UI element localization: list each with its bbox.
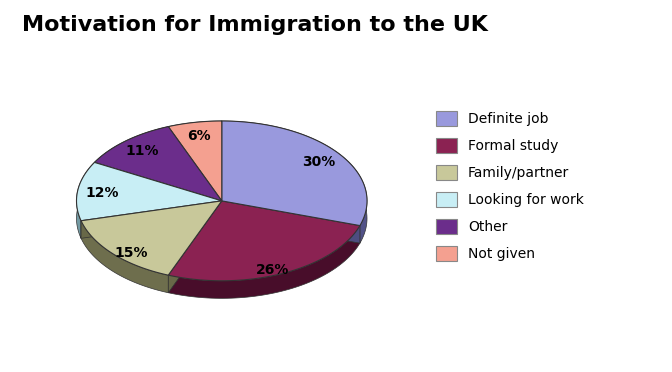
Polygon shape — [222, 201, 360, 243]
Text: Motivation for Immigration to the UK: Motivation for Immigration to the UK — [22, 15, 489, 35]
Polygon shape — [81, 201, 222, 238]
Polygon shape — [168, 121, 222, 201]
Polygon shape — [168, 126, 222, 218]
Text: 6%: 6% — [187, 129, 211, 143]
Polygon shape — [168, 121, 222, 144]
Legend: Definite job, Formal study, Family/partner, Looking for work, Other, Not given: Definite job, Formal study, Family/partn… — [430, 105, 589, 267]
Polygon shape — [81, 201, 222, 238]
Polygon shape — [95, 126, 168, 180]
Text: 12%: 12% — [86, 186, 119, 200]
Text: 15%: 15% — [115, 246, 149, 260]
Polygon shape — [77, 163, 222, 221]
Polygon shape — [222, 121, 367, 243]
Polygon shape — [168, 225, 360, 298]
Polygon shape — [95, 126, 222, 201]
Polygon shape — [222, 121, 367, 225]
Polygon shape — [168, 201, 222, 293]
Polygon shape — [222, 201, 360, 243]
Text: 26%: 26% — [256, 263, 290, 276]
Polygon shape — [81, 221, 168, 293]
Polygon shape — [95, 163, 222, 218]
Polygon shape — [77, 163, 95, 238]
Text: 30%: 30% — [302, 155, 336, 169]
Polygon shape — [168, 201, 360, 281]
Polygon shape — [168, 201, 222, 293]
Polygon shape — [168, 126, 222, 218]
Polygon shape — [81, 201, 222, 275]
Polygon shape — [95, 163, 222, 218]
Text: 11%: 11% — [126, 144, 159, 158]
